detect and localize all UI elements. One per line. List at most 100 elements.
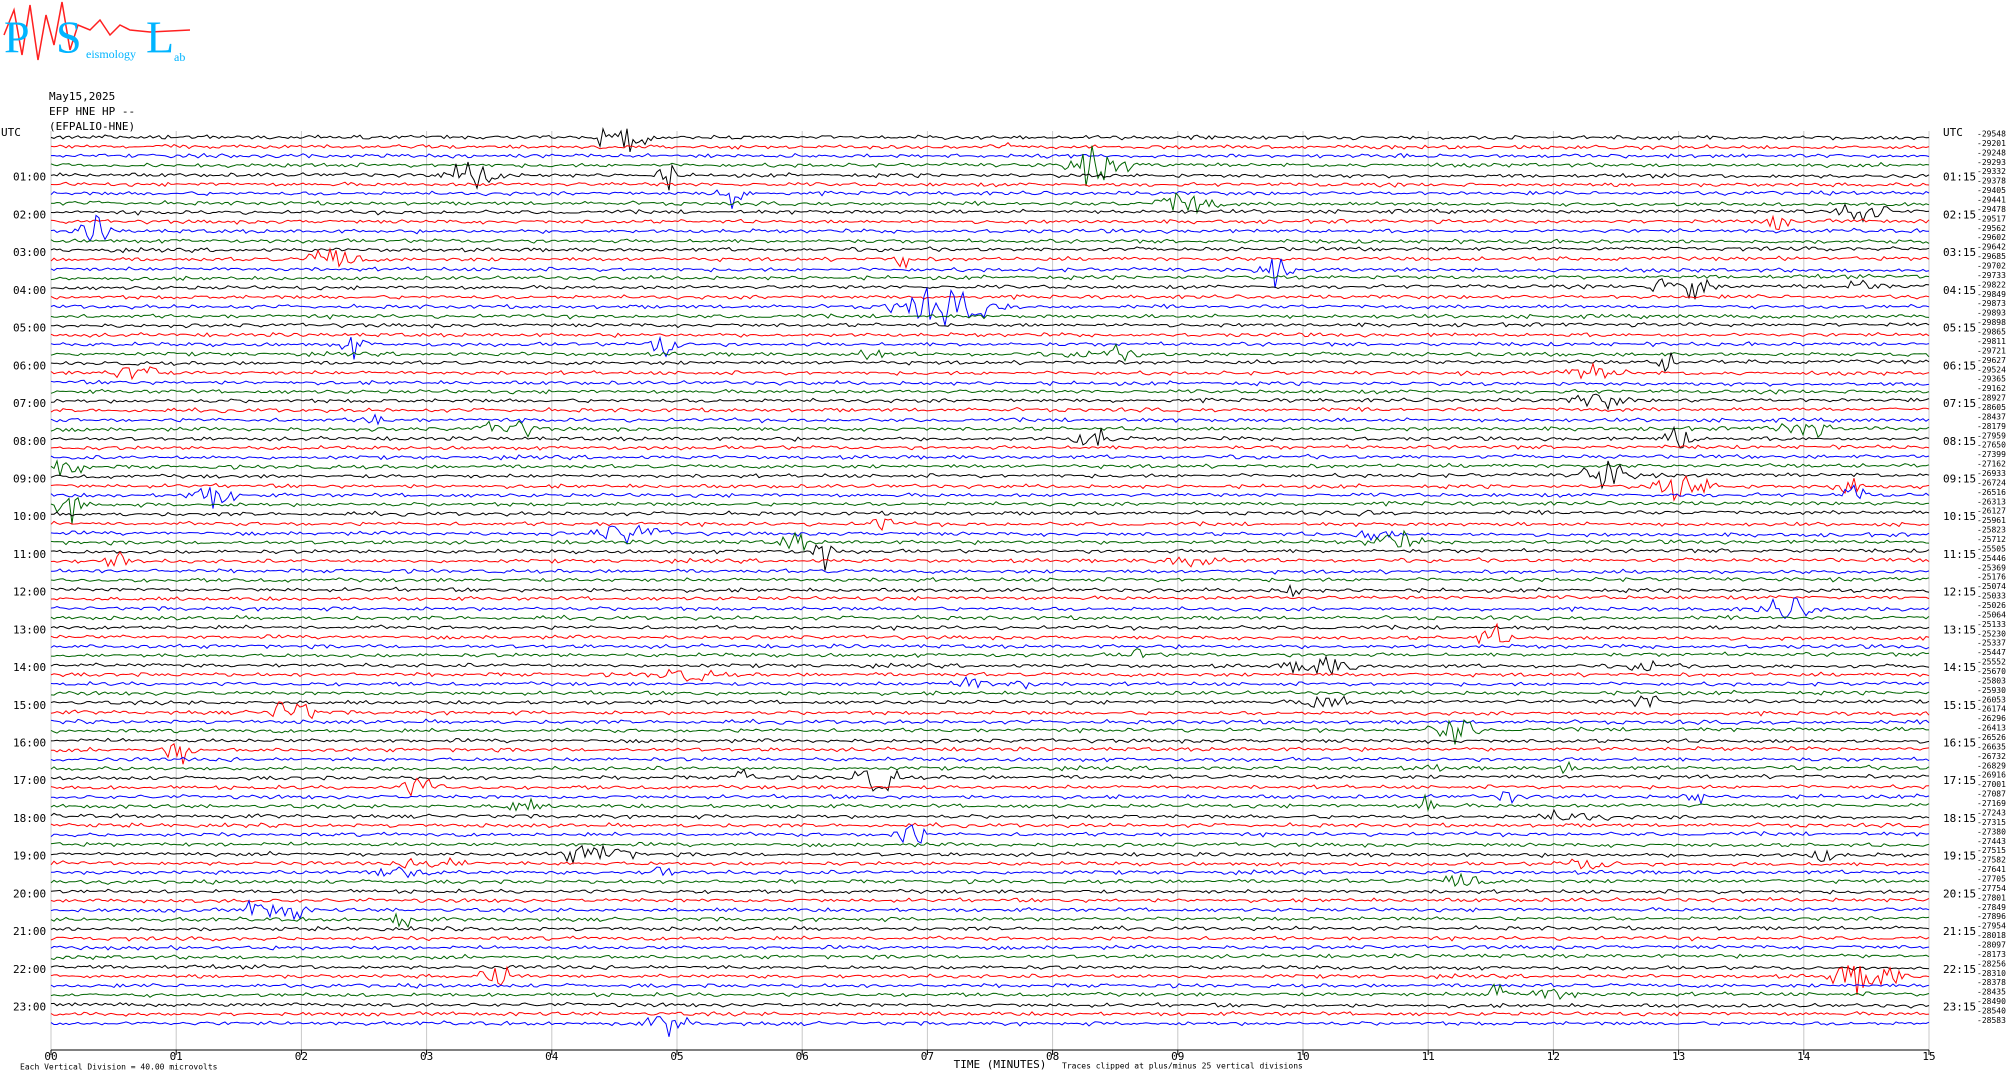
left-time-label: 20:00: [13, 887, 46, 900]
trace-offset: -29702: [1977, 262, 2006, 271]
x-tick-label: 06: [796, 1050, 809, 1063]
trace: [50, 331, 1930, 339]
left-time-label: 23:00: [13, 1001, 46, 1014]
trace: [50, 689, 1930, 697]
trace-offset: -26829: [1977, 761, 2006, 770]
left-time-label: 01:00: [13, 171, 46, 184]
trace: [50, 1016, 1930, 1037]
trace-offset: -29822: [1977, 280, 2006, 289]
trace-offset: -27087: [1977, 790, 2006, 799]
right-time-label: 16:15: [1943, 737, 1976, 750]
trace-offset: -29524: [1977, 365, 2006, 374]
clip-note: Traces clipped at plus/minus 25 vertical…: [1062, 1062, 1303, 1071]
trace: [50, 872, 1930, 887]
left-time-label: 07:00: [13, 397, 46, 410]
x-tick-label: 04: [545, 1050, 559, 1063]
logo-letter: P: [4, 12, 30, 63]
trace-offset: -26635: [1977, 742, 2006, 751]
trace: [50, 247, 1930, 270]
right-time-label: 01:15: [1943, 171, 1976, 184]
trace: [50, 294, 1930, 301]
trace-offset: -29441: [1977, 196, 2006, 205]
x-tick-label: 12: [1547, 1050, 1560, 1063]
trace-offset: -25337: [1977, 639, 2006, 648]
trace: [50, 925, 1930, 932]
trace: [50, 496, 1930, 524]
trace: [50, 524, 1930, 546]
trace: [50, 246, 1930, 254]
trace: [50, 822, 1930, 829]
trace: [50, 576, 1930, 583]
logo-word: ab: [174, 50, 185, 64]
trace-offset: -25712: [1977, 535, 2006, 544]
trace-offset: -25369: [1977, 563, 2006, 572]
trace: [50, 624, 1930, 632]
trace-offset: -26516: [1977, 488, 2006, 497]
trace-offset: -26053: [1977, 695, 2006, 704]
trace: [50, 896, 1930, 904]
logo-letter: L: [146, 12, 174, 63]
right-time-label: 14:15: [1943, 661, 1976, 674]
trace-offset: -25176: [1977, 573, 2006, 582]
station: EFP HNE HP --: [49, 105, 135, 118]
x-tick-label: 01: [170, 1050, 183, 1063]
trace: [50, 899, 1930, 921]
trace-offset: -28435: [1977, 988, 2006, 997]
trace-offset: -27582: [1977, 856, 2006, 865]
trace: [50, 343, 1930, 362]
trace-offset: -28310: [1977, 969, 2006, 978]
right-time-label: 12:15: [1943, 586, 1976, 599]
x-tick-label: 05: [670, 1050, 683, 1063]
trace: [50, 888, 1930, 895]
trace: [50, 1001, 1930, 1009]
trace-offset: -25064: [1977, 610, 2006, 619]
trace: [50, 654, 1930, 676]
trace-offset: -28583: [1977, 1016, 2006, 1025]
trace-offset: -29849: [1977, 290, 2006, 299]
trace-offset: -25961: [1977, 516, 2006, 525]
trace-offset: -25133: [1977, 620, 2006, 629]
trace-offset: -27641: [1977, 865, 2006, 874]
trace: [50, 808, 1930, 821]
trace: [50, 460, 1930, 490]
trace-offset: -29721: [1977, 346, 2006, 355]
trace-offset: -29642: [1977, 243, 2006, 252]
trace-offset: -25823: [1977, 526, 2006, 535]
trace-offset: -28018: [1977, 931, 2006, 940]
x-tick-label: 08: [1046, 1050, 1059, 1063]
trace: [51, 509, 1930, 517]
left-time-label: 04:00: [13, 284, 46, 297]
trace-offset: -28490: [1977, 997, 2006, 1006]
trace: [50, 258, 1930, 289]
trace: [50, 335, 1930, 360]
trace-offset: -29365: [1977, 375, 2006, 384]
trace-offset: -26916: [1977, 771, 2006, 780]
trace: [50, 768, 1930, 792]
trace-offset: -29162: [1977, 384, 2006, 393]
trace: [50, 982, 1930, 989]
trace: [50, 406, 1930, 414]
trace: [50, 459, 1930, 477]
trace-offset: -27169: [1977, 799, 2006, 808]
right-time-label: 20:15: [1943, 887, 1976, 900]
trace: [50, 313, 1930, 320]
trace: [50, 614, 1930, 621]
channel: (EFPALIO-HNE): [49, 120, 135, 133]
logo-word: eismology: [86, 47, 136, 61]
trace: [50, 393, 1930, 411]
trace: [50, 420, 1930, 438]
trace-offset: -28927: [1977, 394, 2006, 403]
left-time-label: 05:00: [13, 322, 46, 335]
trace: [50, 518, 1930, 532]
trace-offset: -28097: [1977, 940, 2006, 949]
trace-offset: -29293: [1977, 158, 2006, 167]
trace: [50, 737, 1930, 744]
trace-offset: -29898: [1977, 318, 2006, 327]
x-tick-label: 13: [1672, 1050, 1685, 1063]
trace: [50, 668, 1930, 682]
trace: [50, 695, 1930, 709]
trace-offset: -28437: [1977, 412, 2006, 421]
scale-note: Each Vertical Division = 40.00 microvolt…: [20, 1063, 218, 1072]
trace: [50, 742, 1930, 765]
trace-offset: -26127: [1977, 507, 2006, 516]
